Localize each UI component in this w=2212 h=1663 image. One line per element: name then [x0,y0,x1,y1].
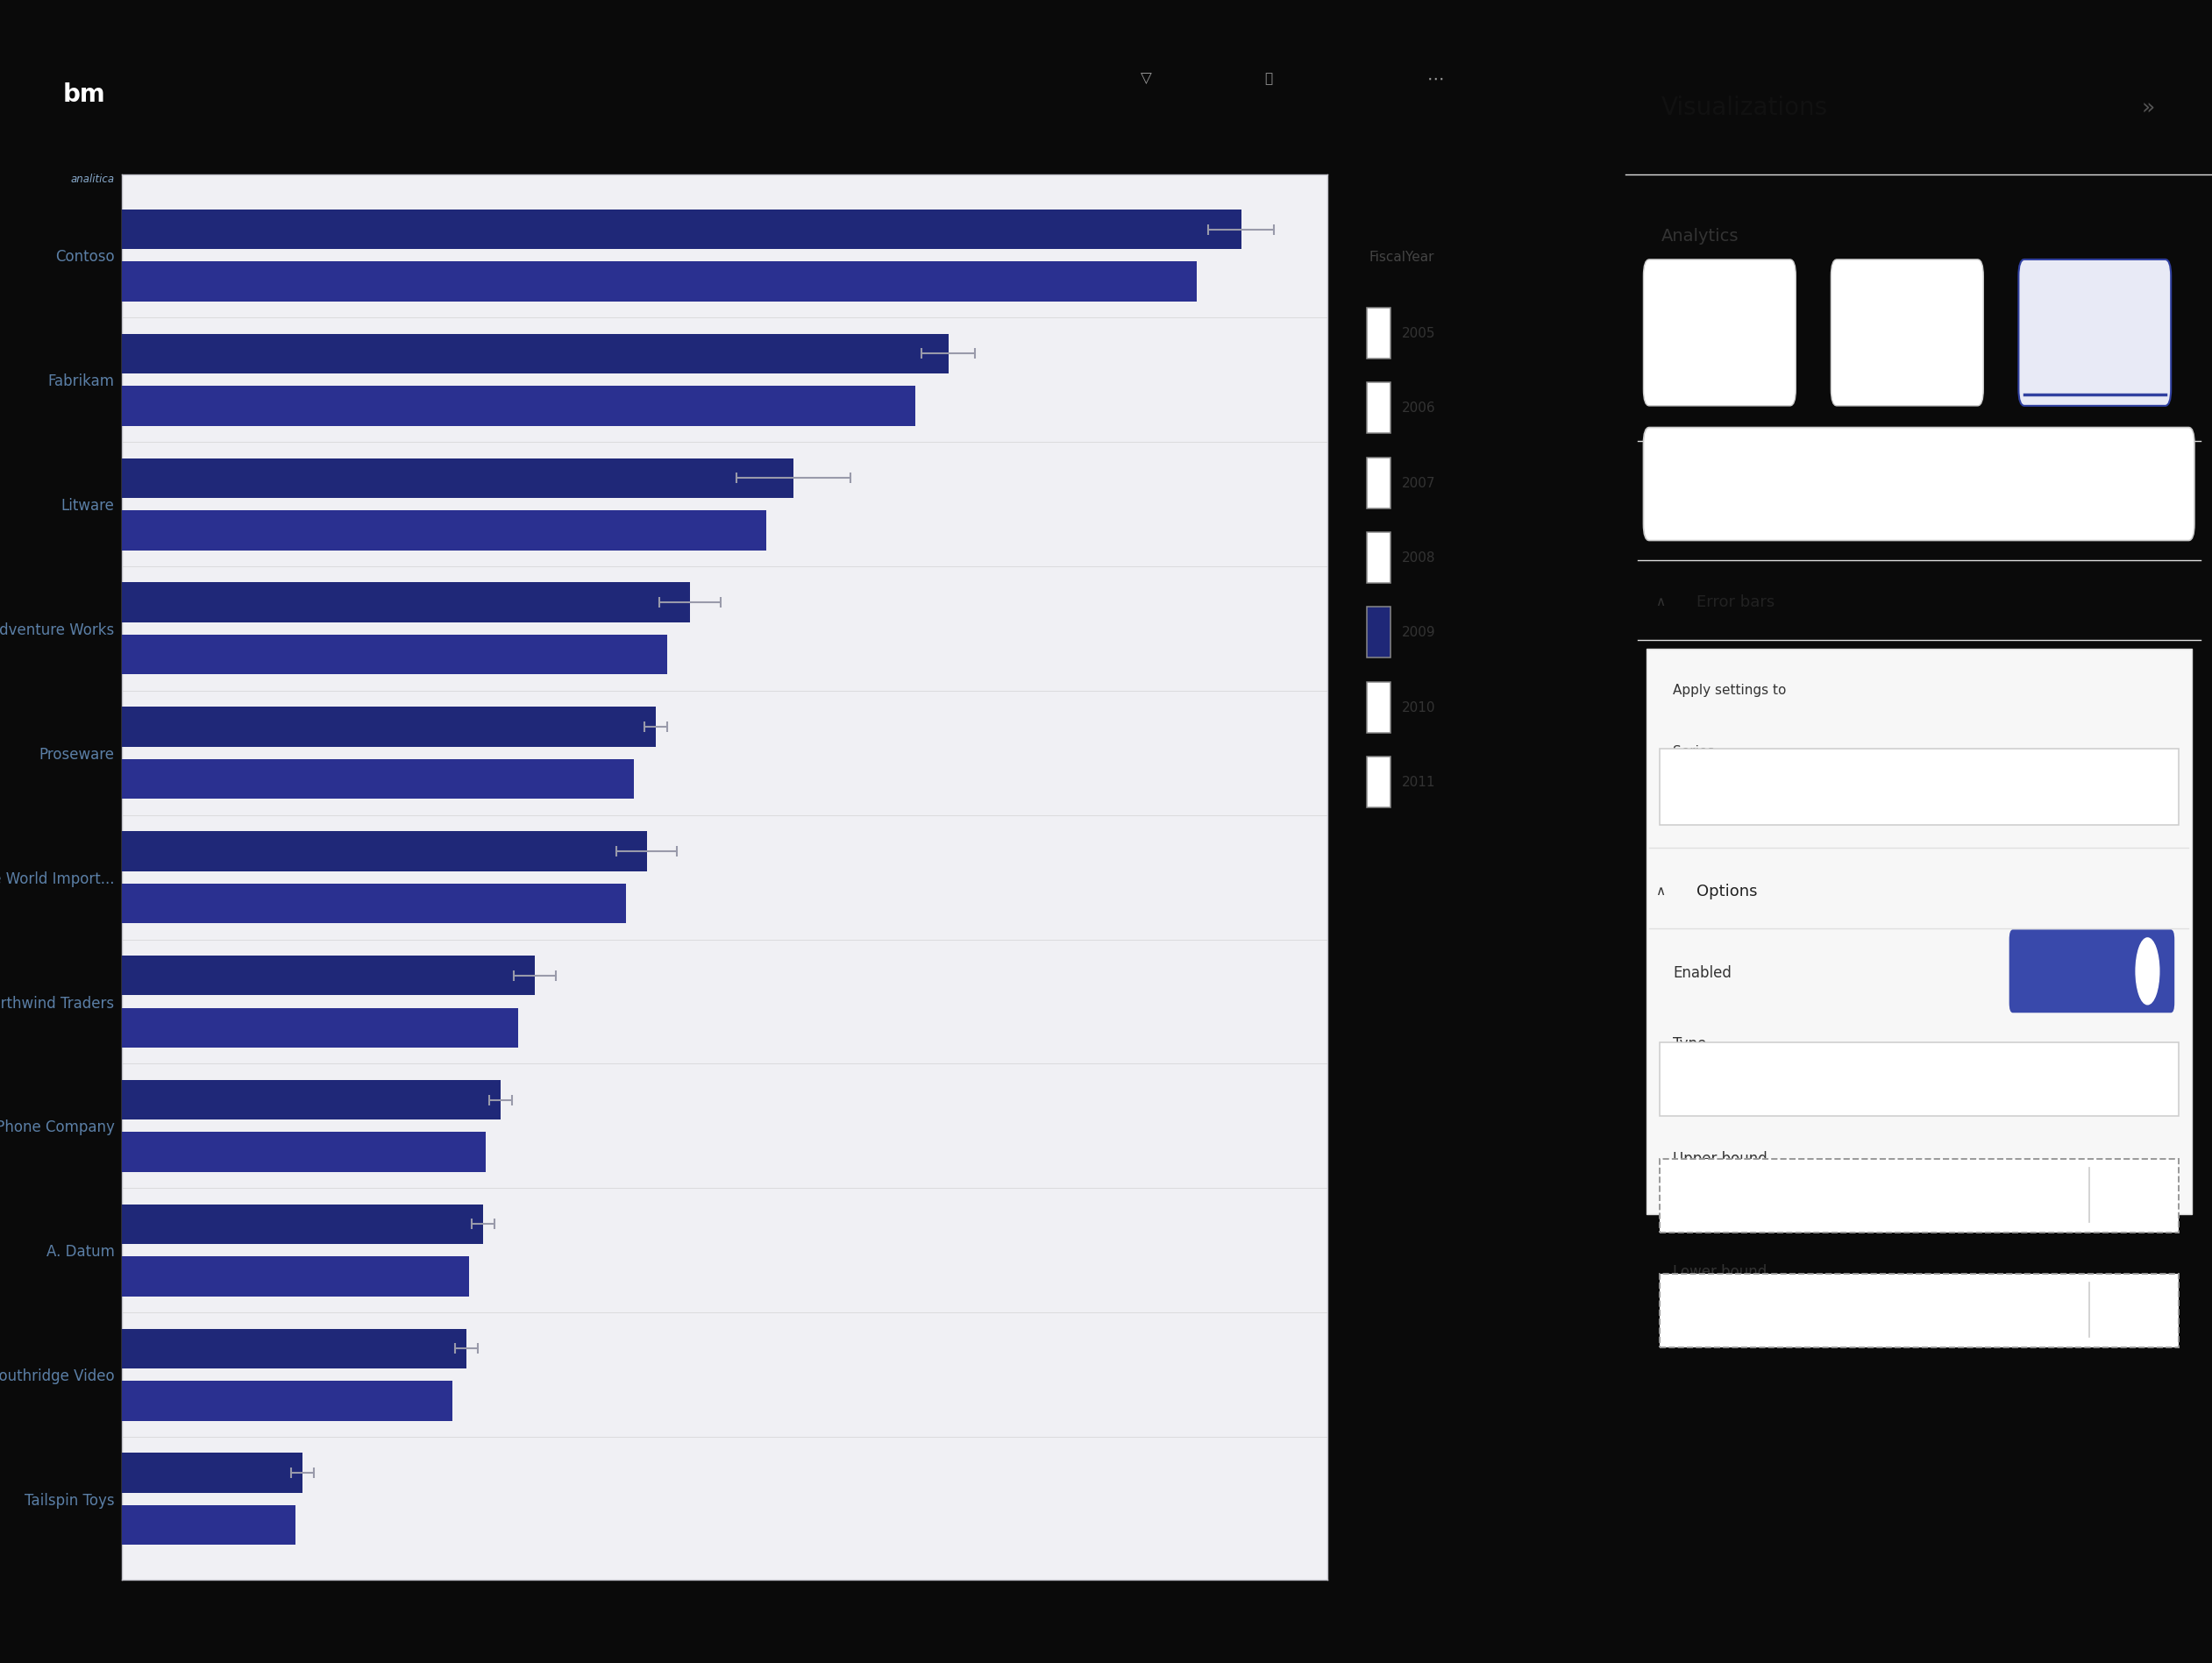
Text: ∨: ∨ [2137,778,2148,795]
Text: By field: By field [1686,1073,1734,1086]
Bar [122,582,690,622]
FancyBboxPatch shape [1659,748,2179,825]
Bar [122,457,794,497]
Text: ×: × [2042,1189,2053,1202]
FancyBboxPatch shape [1644,259,1796,406]
FancyBboxPatch shape [1659,1159,2179,1232]
Bar [122,334,949,374]
Bar [122,1204,482,1244]
FancyBboxPatch shape [2008,930,2174,1013]
Bar [122,1329,467,1369]
Text: ×: × [2042,1304,2053,1317]
Bar [122,832,646,871]
Text: ⋯: ⋯ [1427,70,1444,88]
FancyBboxPatch shape [2020,259,2170,406]
FancyBboxPatch shape [1659,1274,2179,1347]
FancyBboxPatch shape [1367,682,1391,733]
Bar [122,635,668,675]
Bar [122,1380,451,1420]
Text: ▽: ▽ [1141,72,1152,86]
Text: ✎: ✎ [1900,324,1913,341]
Text: Error bars: Error bars [1697,594,1774,610]
Bar [122,883,626,923]
Bar [122,1257,469,1297]
Text: analitica: analitica [71,175,115,185]
Bar [122,386,916,426]
Text: >: > [2132,1187,2146,1204]
Bar [122,1453,303,1493]
Bar [122,707,655,747]
Text: Enabled: Enabled [1672,965,1732,981]
Text: Lower bound: Lower bound [1672,1264,1767,1281]
Bar [122,261,1197,301]
Text: ∧: ∧ [1655,595,1666,609]
Bar [122,210,1241,249]
Text: 2011: 2011 [1402,777,1436,788]
Bar [122,511,765,550]
Bar [122,956,535,996]
Bar [122,1079,500,1119]
FancyBboxPatch shape [1367,757,1391,808]
Bar [122,1133,484,1172]
Text: SALES_AM...: SALES_AM... [1686,1189,1767,1202]
FancyBboxPatch shape [1367,308,1391,359]
Text: Series: Series [1672,745,1714,758]
FancyBboxPatch shape [1646,649,2192,1214]
FancyBboxPatch shape [1367,607,1391,659]
Text: 2008: 2008 [1402,552,1436,564]
Text: 2005: 2005 [1402,328,1436,339]
Text: 2007: 2007 [1402,477,1436,489]
Text: bm: bm [62,83,106,106]
Text: ∨: ∨ [2137,1071,2148,1088]
Circle shape [2137,938,2159,1004]
Bar [122,758,635,798]
Text: 2006: 2006 [1402,402,1436,414]
Text: SALES_AMOUNT_PR...: SALES_AMOUNT_PR... [1686,780,1829,793]
Text: Visualizations: Visualizations [1661,96,1827,120]
Text: SALES_LO...: SALES_LO... [1686,1304,1763,1317]
Text: 2009: 2009 [1402,627,1436,639]
Text: On: On [2048,966,2064,976]
Text: >: > [2132,1302,2146,1319]
FancyBboxPatch shape [1644,427,2194,540]
Text: »: » [2141,98,2154,118]
Text: 🔍: 🔍 [2090,324,2099,341]
Text: #: # [1712,324,1725,341]
Text: 2010: 2010 [1402,702,1436,713]
Text: FiscalYear: FiscalYear [1369,251,1433,264]
FancyBboxPatch shape [1659,1043,2179,1116]
Text: Apply settings to: Apply settings to [1672,683,1785,697]
Text: Type: Type [1672,1036,1705,1053]
FancyBboxPatch shape [1367,532,1391,584]
Text: Options: Options [1697,883,1756,900]
Text: Analytics: Analytics [1661,228,1739,244]
FancyBboxPatch shape [1367,457,1391,509]
Bar [122,1505,294,1545]
FancyBboxPatch shape [1832,259,1984,406]
Text: ⬜: ⬜ [1263,73,1272,85]
Text: Search: Search [1725,476,1776,492]
Bar [122,1008,518,1048]
Text: ⌕: ⌕ [1679,477,1686,491]
Text: Upper bound: Upper bound [1672,1151,1767,1167]
Text: ∧: ∧ [1655,885,1666,898]
FancyBboxPatch shape [1367,382,1391,434]
